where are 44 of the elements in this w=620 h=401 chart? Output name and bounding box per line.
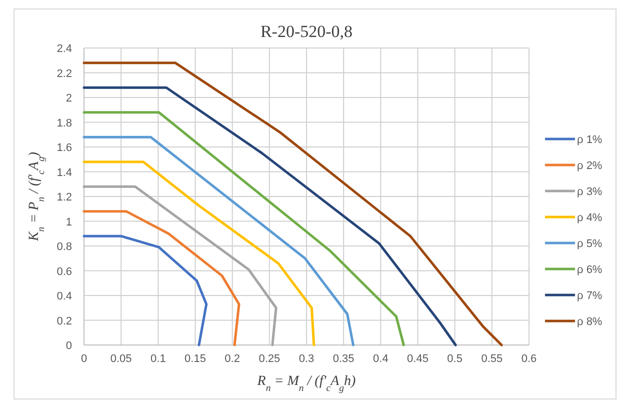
- x-tick-label: 0.3: [298, 353, 314, 365]
- chart-title: R-20-520-0,8: [260, 22, 353, 41]
- y-tick-label: 0: [66, 340, 72, 352]
- line-series: [82, 160, 316, 346]
- x-tick-label: 0.1: [150, 353, 166, 365]
- x-tick-label: 0.5: [447, 353, 462, 365]
- y-tick-label: 1.6: [56, 142, 72, 154]
- x-tick-label: 0.25: [258, 353, 280, 365]
- x-tick-label: 0.15: [184, 353, 206, 365]
- y-tick-label: 0.8: [56, 241, 72, 253]
- y-tick-label: 1: [66, 216, 72, 228]
- x-tick-label: 0.4: [373, 353, 388, 365]
- y-tick-label: 1.8: [56, 117, 72, 130]
- x-tick-label: 0.05: [110, 353, 132, 365]
- legend-label: ρ 4%: [577, 212, 602, 224]
- y-tick-label: 2: [66, 92, 72, 104]
- y-tick-label: 0.4: [56, 290, 72, 302]
- line-series: [82, 86, 457, 346]
- x-tick-label: 0.6: [521, 353, 537, 365]
- line-series: [82, 136, 354, 346]
- legend-label: ρ 7%: [577, 290, 602, 302]
- line-series: [82, 210, 240, 346]
- legend-label: ρ 2%: [577, 160, 602, 172]
- legend-label: ρ 6%: [577, 264, 602, 276]
- x-tick-label: 0.2: [224, 353, 240, 365]
- legend-label: ρ 1%: [577, 134, 602, 146]
- y-tick-label: 2.4: [56, 43, 72, 55]
- legend-label: ρ 5%: [577, 238, 602, 250]
- legend-label: ρ 3%: [577, 186, 602, 198]
- x-tick-label: 0.35: [332, 353, 354, 365]
- y-tick-label: 1.2: [56, 192, 72, 204]
- y-tick-label: 0.6: [56, 266, 72, 278]
- y-tick-label: 0.2: [56, 315, 72, 328]
- text: R$_{n}$ = M$_{n}$ / (f'$_{c}$A$_{g}$h): [257, 374, 356, 394]
- x-tick-label: 0.45: [407, 353, 428, 365]
- legend-label: ρ 8%: [577, 316, 602, 328]
- line-series: [82, 234, 208, 346]
- line-series: [82, 185, 278, 346]
- y-tick-label: 1.4: [56, 166, 72, 179]
- line-series: [82, 111, 405, 346]
- line-series: [82, 62, 503, 346]
- x-tick-label: 0: [80, 353, 88, 365]
- y-tick-label: 2.2: [56, 68, 72, 80]
- x-tick-label: 0.55: [481, 353, 503, 365]
